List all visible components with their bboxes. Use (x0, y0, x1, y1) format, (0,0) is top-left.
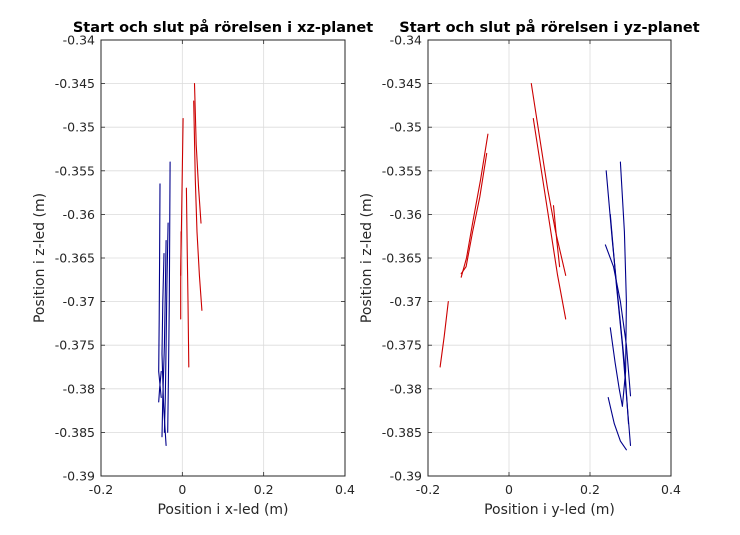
chart-title: Start och slut på rörelsen i yz-planet (399, 19, 699, 36)
red-trace (460, 152, 488, 275)
blue-trace (609, 327, 623, 407)
ticks: -0.2 0 0.2 0.4 -0.34 -0.345 -0.35 -0.355 -0.36 -0… (382, 33, 681, 498)
series-group (158, 83, 203, 447)
y-tick-label: -0.375 (382, 338, 422, 353)
red-trace (552, 205, 561, 268)
blue-trace (161, 253, 167, 447)
y-tick-label: -0.38 (63, 381, 95, 396)
red-trace (193, 83, 202, 224)
y-axis-label: Position i z-led (m) (32, 193, 48, 323)
x-axis-label: Position i y-led (m) (484, 502, 615, 518)
red-trace (193, 100, 203, 311)
x-tick-label: 0.4 (661, 482, 681, 497)
axes-border (427, 39, 672, 477)
axes-border (100, 39, 346, 477)
x-tick-label: -0.2 (89, 482, 113, 497)
blue-trace (161, 240, 167, 438)
blue-trace (158, 370, 162, 403)
blue-trace (609, 213, 632, 447)
red-trace (439, 301, 449, 368)
y-tick-label: -0.37 (390, 294, 422, 309)
y-tick-label: -0.35 (63, 120, 95, 135)
blue-trace (158, 183, 162, 399)
red-trace (530, 83, 567, 276)
y-tick-label: -0.345 (382, 76, 422, 91)
y-tick-label: -0.34 (63, 33, 95, 48)
y-tick-label: -0.35 (390, 120, 422, 135)
y-tick-label: -0.355 (382, 163, 422, 178)
y-tick-label: -0.365 (55, 251, 95, 266)
blue-trace (167, 161, 171, 433)
x-axis-label: Position i x-led (m) (157, 502, 288, 518)
x-tick-label: 0.4 (335, 482, 355, 497)
y-tick-label: -0.345 (55, 76, 95, 91)
y-tick-label: -0.375 (55, 338, 95, 353)
series-group (439, 83, 632, 451)
blue-trace (163, 222, 169, 433)
y-tick-label: -0.385 (55, 425, 95, 440)
xz-plane-chart: Start och slut på rörelsen i xz-planet P… (32, 19, 373, 518)
x-tick-label: 0 (505, 482, 513, 497)
y-tick-label: -0.34 (390, 33, 422, 48)
ticks: -0.2 0 0.2 0.4 -0.34 -0.345 -0.35 -0.355 -0.36 -0… (55, 33, 355, 498)
y-axis-label: Position i z-led (m) (359, 193, 375, 323)
x-tick-label: 0.2 (580, 482, 600, 497)
blue-trace (619, 161, 627, 407)
blue-trace (604, 244, 632, 397)
y-tick-label: -0.355 (55, 163, 95, 178)
y-tick-label: -0.36 (63, 207, 95, 222)
x-tick-label: 0.2 (254, 482, 274, 497)
blue-trace (607, 396, 627, 451)
y-tick-label: -0.39 (63, 469, 95, 484)
red-trace (185, 187, 190, 368)
x-tick-label: 0 (178, 482, 186, 497)
y-tick-label: -0.36 (390, 207, 422, 222)
chart-title: Start och slut på rörelsen i xz-planet (73, 19, 373, 36)
yz-plane-chart: Start och slut på rörelsen i yz-planet P… (359, 19, 700, 518)
y-tick-label: -0.385 (382, 425, 422, 440)
x-tick-label: -0.2 (416, 482, 440, 497)
y-tick-label: -0.365 (382, 251, 422, 266)
y-tick-label: -0.39 (390, 469, 422, 484)
y-tick-label: -0.37 (63, 294, 95, 309)
y-tick-label: -0.38 (390, 381, 422, 396)
red-trace (532, 117, 567, 320)
red-trace (460, 133, 489, 278)
